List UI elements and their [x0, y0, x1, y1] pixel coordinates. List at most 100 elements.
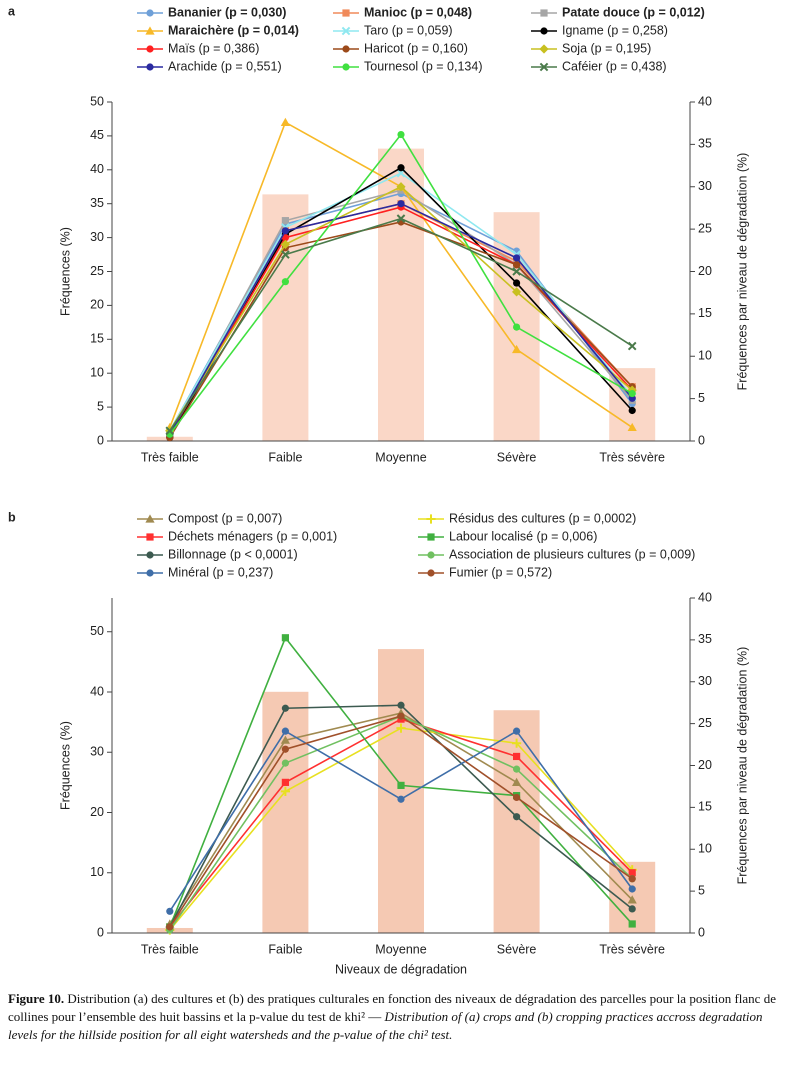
y-tick-label: 10	[90, 865, 104, 879]
y2-tick-label: 40	[698, 590, 712, 604]
y2-tick-label: 30	[698, 674, 712, 688]
y-tick-label: 10	[90, 365, 104, 379]
marker	[342, 9, 350, 17]
x-tick-label: Faible	[268, 450, 302, 464]
marker	[397, 781, 405, 789]
marker	[427, 569, 435, 577]
marker	[512, 267, 521, 276]
x-tick-label: Très faible	[141, 450, 199, 464]
legend-label: Billonnage (p < 0,0001)	[168, 547, 298, 561]
marker	[397, 701, 405, 709]
y-tick-label: 40	[90, 162, 104, 176]
marker	[427, 551, 435, 559]
y-axis-title: Fréquences (%)	[58, 227, 72, 316]
marker	[166, 923, 174, 931]
panel-label: b	[8, 510, 16, 524]
caption-fr: Distribution (a) des cultures et (b) des…	[8, 991, 776, 1024]
y2-tick-label: 10	[698, 842, 712, 856]
caption-en: Distribution of (a) crops and (b) croppi…	[8, 1009, 763, 1042]
y-tick-label: 0	[97, 433, 104, 447]
marker	[281, 250, 290, 259]
marker	[166, 907, 174, 915]
marker	[539, 44, 549, 54]
marker	[628, 869, 636, 877]
x-tick-label: Très sévère	[599, 450, 665, 464]
y2-tick-label: 10	[698, 349, 712, 363]
marker	[513, 727, 521, 735]
y-tick-label: 30	[90, 745, 104, 759]
marker	[628, 920, 636, 928]
marker	[397, 164, 405, 172]
y-tick-label: 35	[90, 196, 104, 210]
y-tick-label: 40	[90, 684, 104, 698]
y-tick-label: 30	[90, 230, 104, 244]
y-axis-title: Fréquences (%)	[58, 721, 72, 810]
y2-axis-title: Fréquences par niveau de dégradation (%)	[735, 647, 749, 885]
marker	[628, 885, 636, 893]
legend-label: Igname (p = 0,258)	[562, 23, 668, 37]
marker	[627, 341, 637, 351]
legend-label: Maraichère (p = 0,014)	[168, 23, 299, 37]
marker	[281, 727, 289, 735]
legend-label: Fumier (p = 0,572)	[449, 565, 552, 579]
x-tick-label: Moyenne	[375, 450, 426, 464]
marker	[513, 254, 521, 262]
legend-label: Labour localisé (p = 0,006)	[449, 529, 597, 543]
marker	[513, 793, 521, 802]
marker	[628, 389, 636, 398]
marker	[627, 895, 637, 904]
marker	[628, 875, 636, 883]
legend-label: Association de plusieurs cultures (p = 0…	[449, 547, 695, 561]
bar	[378, 649, 424, 933]
marker	[396, 182, 406, 192]
marker	[165, 426, 175, 436]
marker	[281, 704, 289, 712]
marker	[513, 752, 521, 761]
y-tick-label: 25	[90, 264, 104, 278]
marker	[281, 234, 289, 242]
x-tick-label: Très faible	[141, 942, 199, 956]
y2-axis-title: Fréquences par niveau de dégradation (%)	[735, 153, 749, 391]
marker	[512, 738, 522, 748]
marker	[628, 406, 636, 415]
y2-tick-label: 0	[698, 433, 705, 447]
marker	[281, 759, 289, 767]
marker	[146, 63, 154, 71]
marker	[628, 905, 636, 913]
marker	[627, 422, 637, 432]
marker	[280, 786, 290, 797]
y2-tick-label: 25	[698, 221, 712, 235]
marker	[513, 261, 521, 269]
marker	[281, 227, 289, 235]
y-tick-label: 0	[97, 925, 104, 939]
marker	[539, 62, 549, 72]
marker	[342, 45, 350, 53]
marker	[397, 130, 405, 139]
marker	[281, 745, 289, 753]
x-tick-label: Sévère	[497, 942, 537, 956]
y2-tick-label: 15	[698, 800, 712, 814]
y2-tick-label: 20	[698, 264, 712, 278]
marker	[396, 723, 406, 733]
marker	[512, 344, 522, 354]
y2-tick-label: 5	[698, 883, 705, 897]
y2-tick-label: 0	[698, 925, 705, 939]
legend-label: Haricot (p = 0,160)	[364, 41, 468, 55]
y-tick-label: 20	[90, 298, 104, 312]
marker	[146, 569, 154, 577]
marker	[146, 551, 154, 559]
marker	[426, 514, 436, 524]
y-tick-label: 20	[90, 805, 104, 819]
marker	[427, 533, 435, 541]
y-tick-label: 5	[97, 399, 104, 413]
x-tick-label: Sévère	[497, 450, 537, 464]
marker	[145, 514, 155, 523]
x-axis-title: Niveaux de dégradation	[335, 962, 467, 976]
marker	[281, 634, 289, 642]
legend-label: Arachide (p = 0,551)	[168, 59, 282, 73]
legend-label: Patate douce (p = 0,012)	[562, 5, 705, 19]
figure: a051015202530354045500510152025303540Fré…	[8, 4, 749, 976]
legend-label: Taro (p = 0,059)	[364, 23, 453, 37]
marker	[540, 9, 548, 17]
y2-tick-label: 30	[698, 179, 712, 193]
